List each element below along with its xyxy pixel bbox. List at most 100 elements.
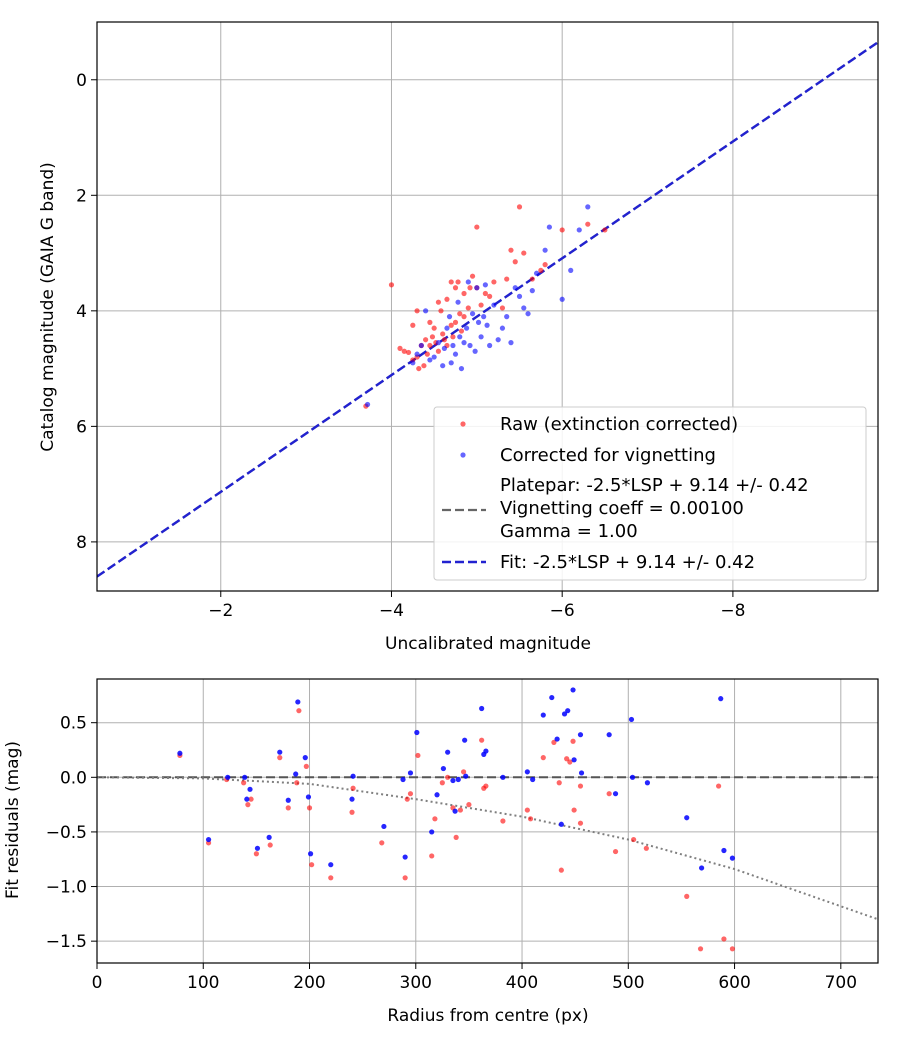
raw-point: [570, 738, 576, 744]
corrected-point: [302, 755, 308, 761]
raw-point: [245, 802, 251, 808]
corrected-point: [699, 865, 705, 871]
bottom-data-points: [177, 687, 736, 952]
x-tick-label: −2: [208, 601, 233, 621]
raw-point: [401, 348, 407, 354]
legend-corrected-label: Corrected for vignetting: [500, 445, 716, 466]
raw-point: [551, 739, 557, 745]
fit-line: [97, 41, 878, 578]
corrected-point: [349, 796, 355, 802]
corrected-point: [479, 705, 485, 712]
raw-point: [716, 783, 722, 789]
y-tick-label: −0.5: [46, 823, 87, 843]
raw-point: [424, 351, 430, 357]
x-tick-label: 300: [400, 973, 432, 993]
corrected-point: [463, 325, 470, 331]
legend-platepar-label-1: Platepar: -2.5*LSP + 9.14 +/- 0.42: [500, 475, 809, 496]
raw-point: [296, 708, 302, 714]
corrected-point: [458, 365, 465, 372]
raw-point: [294, 780, 300, 786]
corrected-point: [629, 774, 636, 780]
corrected-point: [350, 773, 356, 779]
legend-raw-marker: [460, 421, 466, 427]
raw-point: [253, 851, 259, 857]
corrected-point: [533, 270, 540, 276]
raw-point: [248, 796, 254, 802]
legend-platepar-label-3: Gamma = 1.00: [500, 521, 638, 542]
y-tick-label: 4: [76, 302, 87, 322]
corrected-point: [559, 296, 565, 302]
y-tick-label: 8: [76, 533, 87, 553]
corrected-point: [495, 337, 501, 343]
corrected-point: [431, 354, 437, 360]
corrected-point: [578, 770, 585, 776]
x-tick-label: −6: [550, 601, 575, 621]
raw-point: [567, 759, 573, 765]
corrected-point: [529, 288, 535, 294]
raw-point: [491, 279, 497, 285]
raw-point: [500, 818, 506, 824]
raw-point: [427, 319, 433, 325]
raw-point: [474, 224, 480, 230]
raw-point: [438, 308, 444, 314]
raw-point: [397, 345, 403, 351]
corrected-point: [247, 786, 253, 792]
corrected-point: [455, 299, 461, 305]
top-y-axis-label: Catalog magnitude (GAIA G band): [38, 162, 58, 452]
raw-point: [457, 807, 464, 813]
corrected-point: [177, 750, 183, 756]
corrected-point: [684, 815, 690, 821]
corrected-point: [521, 305, 527, 311]
corrected-point: [463, 773, 469, 779]
corrected-point: [455, 776, 461, 783]
raw-point: [309, 862, 315, 868]
corrected-point: [293, 771, 299, 777]
raw-point: [684, 893, 690, 899]
raw-point: [402, 875, 408, 881]
corrected-point: [205, 836, 212, 843]
corrected-point: [418, 342, 424, 349]
calibration-chart: −2 −4 −6 −8 0 2 4 6 8 Uncalibrated magnitude Ca…: [38, 21, 879, 654]
corrected-point: [400, 776, 406, 783]
legend-box: [433, 406, 867, 581]
corrected-point: [481, 314, 487, 320]
raw-point: [558, 867, 564, 873]
corrected-point: [452, 351, 459, 357]
raw-point: [448, 322, 454, 328]
corrected-point: [482, 282, 488, 288]
raw-point: [571, 807, 577, 813]
corrected-point: [504, 314, 510, 320]
raw-point: [479, 737, 485, 743]
corrected-point: [225, 774, 231, 780]
corrected-point: [491, 302, 497, 308]
top-x-axis-label: Uncalibrated magnitude: [385, 634, 591, 654]
corrected-point: [721, 847, 727, 854]
top-fit-lines: [97, 41, 878, 578]
corrected-point: [508, 340, 514, 346]
corrected-point: [729, 855, 736, 861]
corrected-point: [585, 204, 591, 210]
raw-point: [527, 816, 534, 822]
raw-point: [452, 319, 459, 325]
raw-point: [460, 769, 467, 775]
raw-point: [306, 805, 313, 811]
raw-point: [427, 342, 433, 349]
raw-point: [467, 285, 473, 291]
top-plot-frame: [96, 21, 879, 592]
raw-point: [524, 807, 530, 813]
corrected-point: [446, 314, 453, 320]
raw-point: [285, 805, 291, 811]
residuals-chart: 0 100 200 300 400 500 600 700 0.5 0.0 −0.5 −1.0 −1.…: [3, 678, 879, 1026]
corrected-point: [558, 821, 564, 827]
raw-point: [499, 305, 506, 311]
corrected-point: [427, 357, 433, 363]
raw-point: [631, 836, 637, 843]
corrected-point: [718, 696, 724, 702]
corrected-point: [472, 348, 478, 354]
raw-point: [241, 780, 247, 786]
corrected-point: [467, 342, 473, 349]
corrected-point: [441, 345, 447, 351]
raw-point: [440, 331, 446, 337]
raw-point: [407, 791, 414, 797]
